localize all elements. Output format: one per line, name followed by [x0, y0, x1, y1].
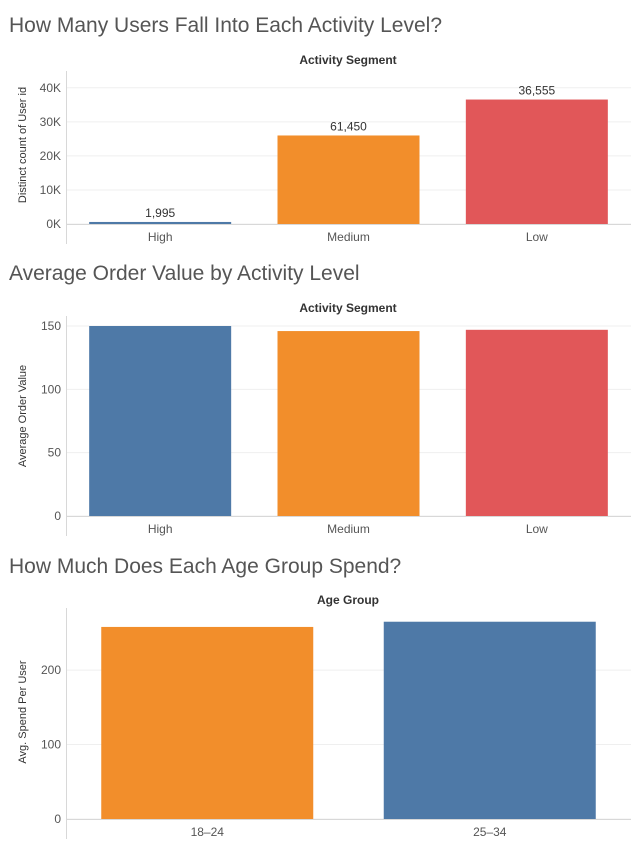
chart-3-ytick-label: 0: [54, 812, 61, 826]
chart-3-ytick-label: 200: [41, 663, 61, 677]
chart-3-ytick-label: 100: [41, 738, 61, 752]
chart-2-ytick-label: 100: [41, 382, 61, 396]
chart-1-ytick-label: 40K: [40, 81, 61, 95]
chart-2-bar: [89, 326, 232, 516]
chart-1-header: Activity Segment: [299, 53, 397, 67]
chart-1-ytick-label: 0K: [46, 217, 61, 231]
chart-3-title: How Much Does Each Age Group Spend?: [9, 555, 402, 578]
chart-3-plot: 0 100 200 18–24 25–34: [41, 608, 631, 839]
chart-2-bar: [465, 329, 608, 516]
chart-1-plot: 0K 10K 20K 30K 40K High 1,995 Medium 61,450 Low 36…: [40, 71, 631, 244]
chart-2-category-label: Low: [526, 522, 548, 536]
chart-2-ytick-label: 50: [48, 446, 62, 460]
chart-2-category-label: High: [148, 522, 173, 536]
chart-3-category-label: 18–24: [191, 825, 225, 839]
chart-3-bar: [101, 626, 314, 819]
chart-1-bar: [89, 221, 232, 224]
chart-3-header: Age Group: [317, 593, 379, 607]
chart-2-ytick-label: 0: [54, 509, 61, 523]
chart-1-ytick-label: 20K: [40, 149, 61, 163]
chart-2-ytick-label: 150: [41, 319, 61, 333]
chart-1-bar: [465, 99, 608, 224]
chart-2-plot: 0 50 100 150 High Medium Low: [41, 316, 631, 536]
chart-1-data-label: 1,995: [145, 206, 175, 220]
chart-1-data-label: 61,450: [330, 119, 367, 133]
chart-1-category-label: High: [148, 230, 173, 244]
chart-2-bar: [277, 331, 420, 516]
chart-1-category-label: Low: [526, 230, 548, 244]
chart-2-title: Average Order Value by Activity Level: [9, 262, 360, 285]
chart-1-title: How Many Users Fall Into Each Activity L…: [9, 14, 443, 37]
chart-1-ytick-label: 10K: [40, 183, 61, 197]
chart-1-ytick-label: 30K: [40, 115, 61, 129]
chart-1-category-label: Medium: [327, 230, 370, 244]
chart-2-header: Activity Segment: [299, 301, 397, 315]
chart-3-bar: [383, 621, 596, 819]
chart-2-category-label: Medium: [327, 522, 370, 536]
chart-3-category-label: 25–34: [473, 825, 507, 839]
chart-1-bar: [277, 135, 420, 224]
chart-1-data-label: 36,555: [518, 84, 555, 98]
